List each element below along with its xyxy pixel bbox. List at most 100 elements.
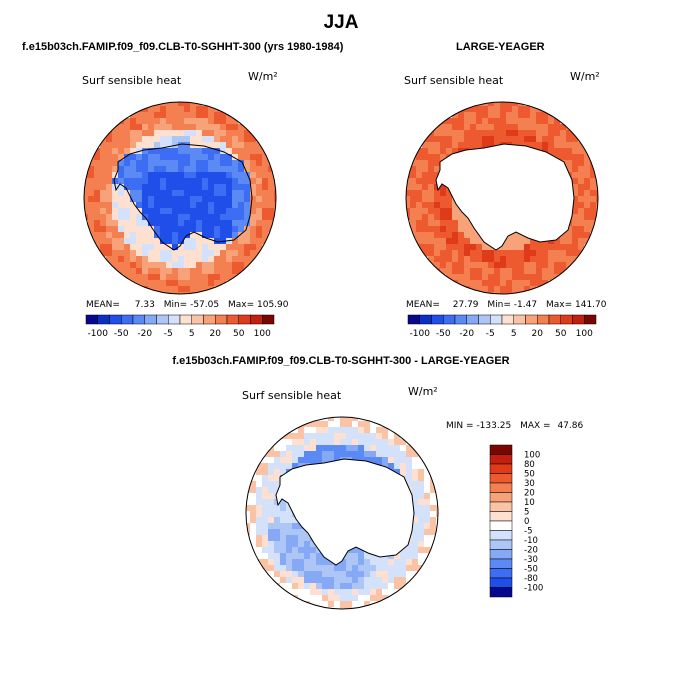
- field-cell: [214, 238, 221, 245]
- field-cell: [106, 202, 113, 209]
- field-cell: [238, 190, 245, 197]
- field-cell: [428, 256, 435, 263]
- field-cell: [358, 571, 365, 578]
- field-cell: [256, 517, 263, 524]
- field-cell: [142, 238, 149, 245]
- field-cell: [428, 244, 435, 251]
- field-cell: [190, 190, 197, 197]
- field-cell: [238, 184, 245, 191]
- field-cell: [226, 130, 233, 137]
- field-cell: [418, 517, 425, 524]
- field-cell: [554, 118, 561, 125]
- field-cell: [160, 112, 167, 119]
- field-cell: [160, 268, 167, 275]
- field-cell: [124, 130, 131, 137]
- field-cell: [172, 220, 179, 227]
- field-cell: [304, 535, 311, 542]
- field-cell: [590, 208, 597, 215]
- field-cell: [316, 559, 323, 566]
- field-cell: [154, 184, 161, 191]
- field-cell: [476, 280, 483, 287]
- field-cell: [124, 232, 131, 239]
- field-cell: [130, 214, 137, 221]
- field-cell: [572, 202, 579, 209]
- field-cell: [412, 523, 419, 530]
- field-cell: [148, 130, 155, 137]
- field-cell: [262, 481, 269, 488]
- field-cell: [406, 208, 411, 215]
- field-cell: [346, 439, 353, 446]
- field-cell: [482, 118, 489, 125]
- field-cell: [106, 250, 113, 257]
- field-cell: [424, 505, 431, 512]
- field-cell: [424, 499, 431, 506]
- field-cell: [274, 463, 281, 470]
- field-cell: [452, 226, 459, 233]
- field-cell: [190, 166, 197, 173]
- field-cell: [364, 589, 371, 596]
- field-cell: [166, 262, 173, 269]
- field-cell: [406, 571, 413, 578]
- field-cell: [286, 577, 293, 584]
- field-cell: [124, 244, 131, 251]
- field-cell: [196, 226, 203, 233]
- field-cell: [434, 250, 441, 257]
- field-cell: [124, 148, 131, 155]
- field-cell: [476, 256, 483, 263]
- field-cell: [430, 529, 437, 536]
- field-cell: [370, 559, 377, 566]
- field-cell: [130, 250, 137, 257]
- field-cell: [410, 178, 417, 185]
- field-cell: [322, 433, 329, 440]
- field-cell: [190, 208, 197, 215]
- field-cell: [202, 262, 209, 269]
- field-cell: [202, 250, 209, 257]
- field-cell: [364, 421, 371, 428]
- field-cell: [256, 154, 263, 161]
- field-cell: [464, 226, 471, 233]
- field-cell: [428, 250, 435, 257]
- field-cell: [560, 136, 567, 143]
- field-cell: [262, 517, 269, 524]
- field-cell: [268, 457, 275, 464]
- field-cell: [500, 102, 507, 107]
- field-cell: [238, 256, 245, 263]
- field-cell: [548, 244, 555, 251]
- field-cell: [196, 148, 203, 155]
- field-cell: [262, 511, 269, 518]
- field-cell: [286, 439, 293, 446]
- field-cell: [142, 262, 149, 269]
- field-cell: [130, 190, 137, 197]
- field-cell: [524, 280, 531, 287]
- field-cell: [346, 417, 353, 422]
- field-cell: [262, 226, 269, 233]
- field-cell: [430, 523, 437, 530]
- field-cell: [208, 112, 215, 119]
- field-cell: [334, 601, 341, 608]
- field-cell: [458, 268, 465, 275]
- field-cell: [246, 523, 251, 530]
- field-cell: [190, 184, 197, 191]
- field-cell: [572, 226, 579, 233]
- panel2-min-label: Min=: [487, 300, 511, 310]
- field-cell: [202, 112, 209, 119]
- field-cell: [94, 160, 101, 167]
- field-cell: [388, 445, 395, 452]
- field-cell: [154, 238, 161, 245]
- field-cell: [172, 202, 179, 209]
- field-cell: [346, 607, 353, 609]
- field-cell: [388, 565, 395, 572]
- field-cell: [178, 124, 185, 131]
- panel3-antarctica-mask: [275, 458, 415, 566]
- field-cell: [136, 262, 143, 269]
- field-cell: [268, 202, 275, 209]
- field-cell: [424, 487, 431, 494]
- field-cell: [208, 268, 215, 275]
- field-cell: [578, 154, 585, 161]
- field-cell: [554, 154, 561, 161]
- field-cell: [412, 481, 419, 488]
- field-cell: [548, 238, 555, 245]
- field-cell: [256, 505, 263, 512]
- field-cell: [358, 433, 365, 440]
- field-cell: [244, 196, 251, 203]
